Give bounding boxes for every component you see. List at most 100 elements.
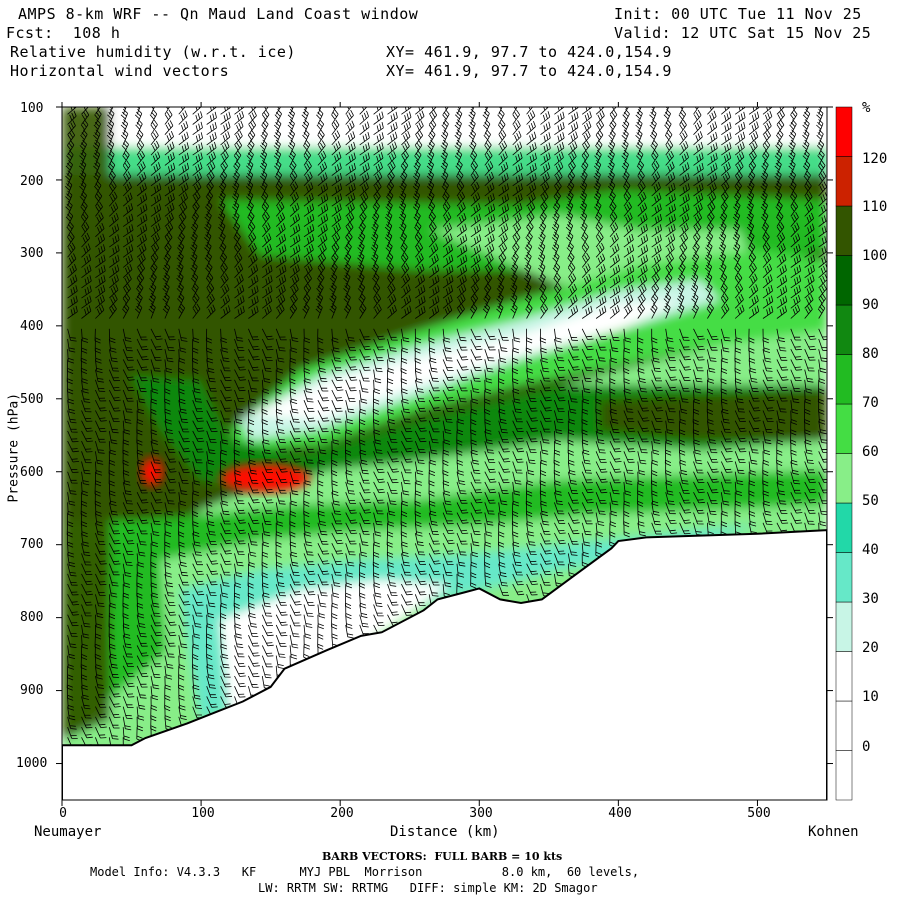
- wind-barb: [65, 180, 73, 197]
- wind-barb: [651, 263, 661, 278]
- wind-barb: [275, 359, 284, 374]
- wind-barb: [790, 461, 799, 475]
- wind-barb: [512, 130, 522, 146]
- wind-barb: [526, 142, 537, 156]
- wind-barb: [150, 614, 162, 627]
- wind-barb: [427, 190, 435, 207]
- wind-barb: [512, 141, 523, 156]
- wind-barb: [442, 212, 452, 227]
- wind-barb: [317, 182, 328, 197]
- wind-barb: [776, 379, 789, 391]
- wind-barb: [567, 369, 580, 381]
- wind-barb: [804, 481, 817, 494]
- wind-barb: [122, 614, 130, 630]
- wind-barb: [220, 686, 233, 698]
- wind-barb: [818, 420, 827, 435]
- wind-barb: [234, 430, 241, 446]
- wind-barb: [567, 502, 580, 514]
- wind-barb: [720, 303, 730, 319]
- wind-barb: [693, 471, 705, 484]
- wind-barb: [192, 171, 202, 187]
- wind-barb: [498, 553, 506, 568]
- wind-barb: [81, 553, 92, 566]
- wind-barb: [608, 190, 616, 207]
- wind-barb: [345, 221, 354, 238]
- wind-barb: [67, 129, 76, 146]
- colorbar-swatch: [835, 304, 853, 355]
- wind-barb: [192, 686, 201, 700]
- wind-barb: [66, 150, 74, 166]
- wind-barb: [387, 594, 399, 606]
- wind-barb: [554, 141, 565, 156]
- y-tick-label: 500: [20, 392, 44, 407]
- wind-barb: [776, 338, 787, 352]
- wind-barb: [442, 471, 450, 487]
- wind-barb: [303, 224, 315, 238]
- wind-barb: [428, 389, 441, 402]
- wind-barb: [720, 512, 728, 528]
- wind-barb: [289, 213, 300, 227]
- wind-barb: [720, 379, 727, 395]
- wind-barb: [498, 328, 509, 341]
- wind-barb: [580, 170, 588, 186]
- wind-barb: [136, 420, 143, 436]
- wind-barb: [220, 349, 230, 362]
- wind-barb: [234, 338, 245, 351]
- wind-barb: [484, 512, 494, 526]
- wind-barb: [734, 151, 745, 166]
- wind-barb: [554, 502, 565, 515]
- wind-barb: [386, 543, 394, 558]
- wind-barb: [468, 119, 476, 135]
- wind-barb: [190, 272, 199, 289]
- wind-barb: [554, 522, 566, 534]
- wind-barb: [456, 338, 468, 351]
- wind-barb: [818, 512, 827, 527]
- wind-barb: [498, 430, 510, 443]
- wind-barb: [359, 328, 371, 341]
- wind-barb: [81, 614, 91, 628]
- wind-barb: [67, 481, 77, 495]
- wind-barb: [679, 492, 691, 504]
- wind-barb: [526, 481, 533, 497]
- wind-barb: [371, 241, 379, 258]
- wind-barb: [484, 233, 495, 248]
- wind-barb: [525, 338, 532, 354]
- wind-barb: [345, 152, 356, 166]
- wind-barb: [67, 110, 77, 125]
- wind-barb: [483, 129, 491, 146]
- wind-barb: [248, 441, 255, 456]
- wind-barb: [359, 201, 368, 217]
- wind-barb: [567, 461, 576, 476]
- wind-barb: [581, 430, 589, 446]
- colorbar-label: 70: [862, 395, 879, 411]
- wind-barb: [331, 624, 338, 640]
- wind-barb: [776, 221, 785, 238]
- wind-barb: [220, 502, 230, 516]
- wind-barb: [665, 243, 675, 258]
- wind-barb: [734, 111, 746, 125]
- wind-barb: [595, 512, 605, 526]
- wind-barb: [526, 192, 536, 207]
- wind-barb: [607, 149, 615, 166]
- wind-barb: [357, 262, 365, 278]
- wind-barb: [456, 234, 468, 248]
- wind-barb: [122, 369, 135, 381]
- y-axis-ticks: [56, 106, 833, 765]
- wind-barb: [220, 262, 228, 278]
- wind-barb: [512, 481, 521, 496]
- wind-barb: [568, 141, 578, 156]
- wind-barb: [609, 211, 618, 227]
- wind-barb: [122, 471, 131, 486]
- wind-barb: [261, 645, 274, 657]
- wind-barb: [150, 634, 163, 647]
- wind-barb: [414, 349, 421, 364]
- wind-barb: [373, 359, 383, 373]
- wind-barb: [95, 522, 105, 536]
- field-name-wind: Horizontal wind vectors: [10, 62, 230, 80]
- wind-barb: [539, 471, 546, 487]
- wind-barb: [275, 451, 288, 463]
- wind-barb: [373, 532, 381, 548]
- wind-barb: [234, 614, 241, 629]
- wind-barb: [275, 223, 286, 238]
- wind-barb: [609, 522, 616, 538]
